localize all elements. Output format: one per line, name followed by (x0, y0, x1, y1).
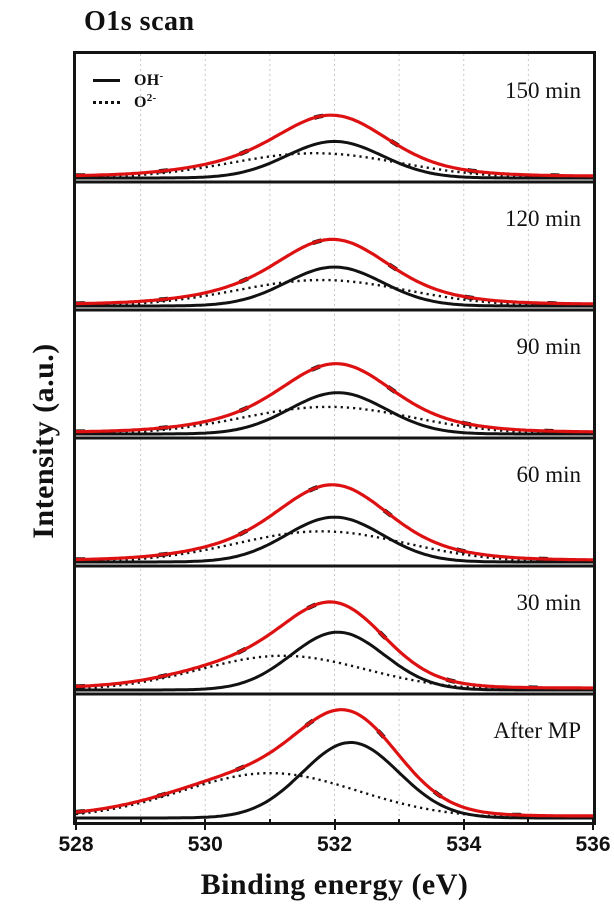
panel-label-90-min: 90 min (516, 334, 581, 359)
x-tick-label-534: 534 (446, 833, 482, 856)
panel-0-oh-solid-curve (76, 139, 593, 180)
x-tick-label-528: 528 (58, 833, 94, 856)
panel-4-envelope-curve (76, 600, 593, 690)
panel-2-o2-dotted-curve (76, 405, 593, 435)
panel-label-150-min: 150 min (504, 78, 581, 103)
legend-label-o2: O2- (134, 91, 157, 111)
x-tick-530 (204, 819, 207, 830)
panel-1-envelope-curve (76, 237, 593, 306)
y-axis-title: Intensity (a.u.) (27, 343, 60, 539)
x-tick-531 (268, 819, 271, 825)
x-tick-534 (462, 819, 465, 830)
panel-2-envelope-curve (76, 362, 593, 434)
panel-label-30-min: 30 min (516, 590, 581, 615)
panel-0-o2-dotted-curve (76, 152, 593, 180)
panel-1-o2-dotted-curve (76, 278, 593, 307)
x-axis-title: Binding energy (eV) (200, 868, 469, 901)
panel-5-envelope-curve (76, 708, 593, 818)
panel-3-rawdata-curve (76, 482, 593, 562)
panel-3-o2-dotted-curve (76, 530, 593, 563)
x-tick-536 (592, 819, 594, 830)
plot-area: 150 min 120 min 90 min 60 min 30 min After MP… (73, 51, 596, 825)
spectra-canvas (76, 54, 593, 822)
panel-4-oh-solid-curve (76, 630, 593, 692)
panel-2-rawdata-curve (76, 361, 593, 434)
legend: OH- O2- (93, 69, 163, 113)
x-tick-533 (398, 819, 401, 825)
panel-3-oh-solid-curve (76, 515, 593, 564)
panel-label-after-mp: After MP (493, 718, 581, 743)
x-tick-532 (333, 819, 336, 830)
panel-label-120-min: 120 min (504, 206, 581, 231)
x-axis-ticks (75, 819, 594, 833)
panel-2-oh-solid-curve (76, 391, 593, 436)
dotted-line-swatch (93, 100, 120, 104)
x-tick-label-532: 532 (316, 833, 353, 856)
panel-0-envelope-curve (76, 113, 593, 178)
panel-1-oh-solid-curve (76, 265, 593, 308)
legend-item-oh: OH- (93, 69, 163, 91)
figure-title: O1s scan (84, 6, 195, 37)
panel-3-envelope-curve (76, 483, 593, 562)
panel-5-oh-solid-curve (76, 741, 593, 820)
x-axis-tick-labels: 528 530 532 534 536 (58, 833, 610, 859)
x-tick-535 (527, 819, 530, 825)
x-tick-528 (75, 819, 77, 830)
solid-line-swatch (93, 78, 120, 82)
panel-label-60-min: 60 min (516, 462, 581, 487)
legend-label-oh: OH- (134, 69, 164, 89)
x-tick-label-536: 536 (575, 833, 611, 856)
x-tick-label-530: 530 (187, 833, 223, 856)
x-tick-529 (139, 819, 142, 825)
legend-item-o2: O2- (93, 91, 163, 113)
